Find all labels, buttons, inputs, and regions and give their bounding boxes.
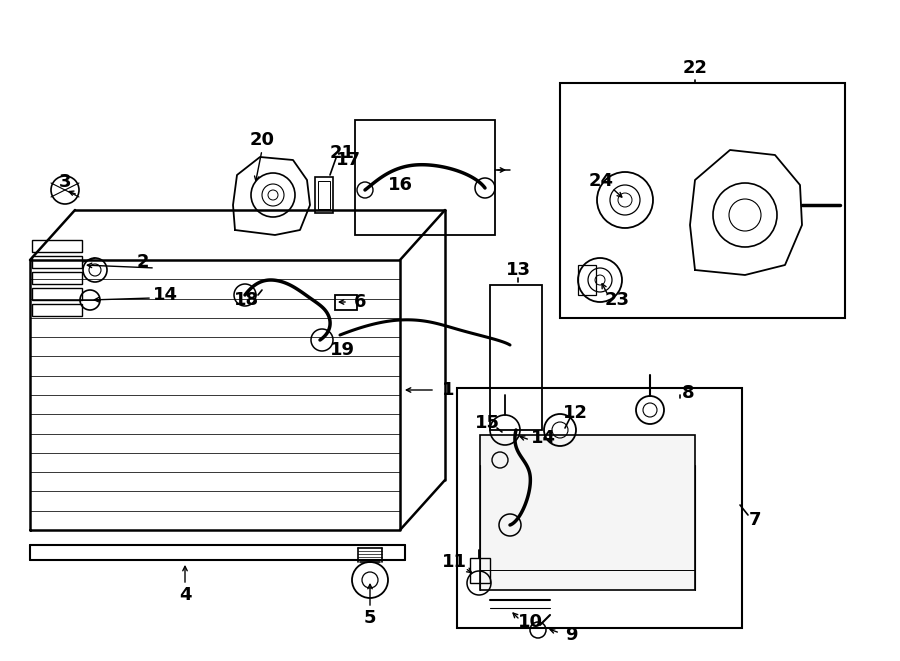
- Text: 22: 22: [682, 59, 707, 77]
- Text: 18: 18: [234, 291, 259, 309]
- Text: 14: 14: [152, 286, 177, 304]
- Bar: [560, 83, 845, 318]
- Text: 11: 11: [442, 553, 466, 571]
- Bar: [470, 558, 490, 583]
- Bar: [318, 181, 330, 209]
- Text: 15: 15: [474, 414, 500, 432]
- Text: 20: 20: [249, 131, 274, 149]
- Bar: [32, 288, 82, 300]
- Bar: [490, 285, 542, 430]
- Text: 5: 5: [364, 609, 376, 627]
- Text: 12: 12: [562, 404, 588, 422]
- Text: 3: 3: [58, 173, 71, 191]
- Text: 16: 16: [388, 176, 412, 194]
- Text: 4: 4: [179, 586, 191, 604]
- Text: 7: 7: [749, 511, 761, 529]
- Bar: [335, 295, 357, 310]
- Text: 19: 19: [329, 341, 355, 359]
- Bar: [32, 272, 82, 284]
- Text: 1: 1: [442, 381, 454, 399]
- Bar: [315, 177, 333, 213]
- Bar: [457, 388, 742, 628]
- Text: 17: 17: [336, 151, 361, 169]
- Bar: [480, 435, 695, 590]
- Bar: [578, 265, 596, 295]
- Text: 2: 2: [137, 253, 149, 271]
- Text: 14: 14: [530, 429, 555, 447]
- Bar: [32, 256, 82, 268]
- Text: 21: 21: [329, 144, 355, 162]
- Text: 6: 6: [354, 293, 366, 311]
- Text: 24: 24: [589, 172, 614, 190]
- Text: 10: 10: [518, 613, 543, 631]
- Text: 9: 9: [565, 626, 577, 644]
- Bar: [355, 120, 495, 235]
- Bar: [32, 304, 82, 316]
- Text: 23: 23: [605, 291, 629, 309]
- Bar: [32, 240, 82, 252]
- Text: 8: 8: [681, 384, 694, 402]
- Text: 13: 13: [506, 261, 530, 279]
